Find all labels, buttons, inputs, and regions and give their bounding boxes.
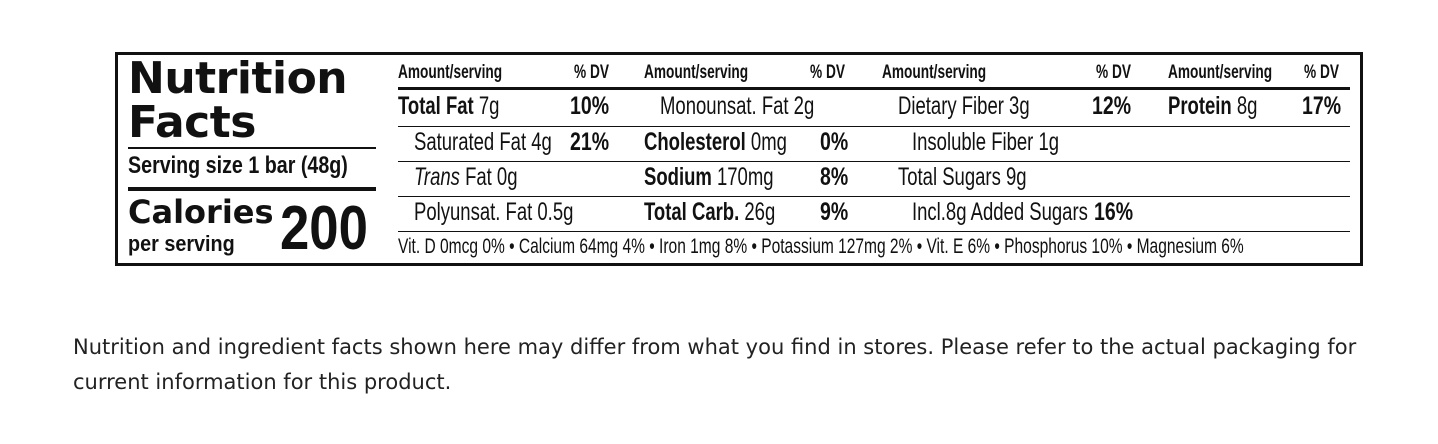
dv-saturated-fat: 21% (570, 128, 610, 156)
grid-rule (398, 126, 1350, 127)
nutrient-monounsat-fat: Monounsat. Fat 2g (660, 92, 815, 120)
nutrient-total-sugars: Total Sugars 9g (898, 163, 1027, 191)
nutrient-cholesterol: Cholesterol 0mg (644, 128, 787, 156)
grid-rule (398, 231, 1350, 232)
header-dv-2: % DV (810, 62, 845, 83)
disclaimer-text: Nutrition and ingredient facts shown her… (73, 335, 1357, 394)
dv-cholesterol: 0% (820, 128, 849, 156)
grid-rule (398, 161, 1350, 162)
nutrient-total-carb: Total Carb. 26g (644, 198, 776, 226)
dv-total-fat: 10% (570, 92, 610, 120)
dv-dietary-fiber: 12% (1092, 92, 1132, 120)
header-amount-1: Amount/serving (398, 62, 503, 83)
nutrient-insoluble-fiber: Insoluble Fiber 1g (912, 128, 1060, 156)
nutrient-grid: Amount/serving % DV Amount/serving % DV … (398, 55, 1350, 263)
label-title-line2: Facts (128, 97, 256, 148)
dv-total-carb: 9% (820, 198, 849, 226)
dv-protein: 17% (1302, 92, 1342, 120)
nutrient-sodium: Sodium 170mg (644, 163, 774, 191)
calories-label: Calories (128, 193, 274, 231)
dv-sodium: 8% (820, 163, 849, 191)
divider-thick (128, 187, 376, 191)
header-dv-4: % DV (1304, 62, 1339, 83)
label-left-block: Nutrition Facts Serving size 1 bar (48g)… (128, 55, 376, 263)
nutrient-dietary-fiber: Dietary Fiber 3g (898, 92, 1030, 120)
divider (128, 147, 376, 149)
vitamins-minerals: Vit. D 0mcg 0% • Calcium 64mg 4% • Iron … (398, 235, 1244, 258)
grid-rule-thick (398, 87, 1350, 90)
nutrient-total-fat: Total Fat 7g (398, 92, 500, 120)
nutrient-saturated-fat: Saturated Fat 4g (414, 128, 552, 156)
nutrient-added-sugars: Incl.8g Added Sugars (912, 198, 1088, 226)
header-amount-2: Amount/serving (644, 62, 749, 83)
nutrition-facts-label: Nutrition Facts Serving size 1 bar (48g)… (115, 52, 1363, 266)
calories-value: 200 (280, 194, 368, 263)
nutrient-protein: Protein 8g (1168, 92, 1258, 120)
nutrient-trans-fat: Trans Fat 0g (414, 163, 518, 191)
label-title-line1: Nutrition (128, 53, 348, 104)
calories-per-serving: per serving (128, 231, 235, 256)
nutrient-polyunsat-fat: Polyunsat. Fat 0.5g (414, 198, 574, 226)
header-amount-4: Amount/serving (1168, 62, 1273, 83)
dv-added-sugars: 16% (1094, 198, 1134, 226)
serving-size: Serving size 1 bar (48g) (128, 152, 348, 179)
grid-rule (398, 196, 1350, 197)
header-amount-3: Amount/serving (882, 62, 987, 83)
header-dv-1: % DV (574, 62, 609, 83)
header-dv-3: % DV (1096, 62, 1131, 83)
